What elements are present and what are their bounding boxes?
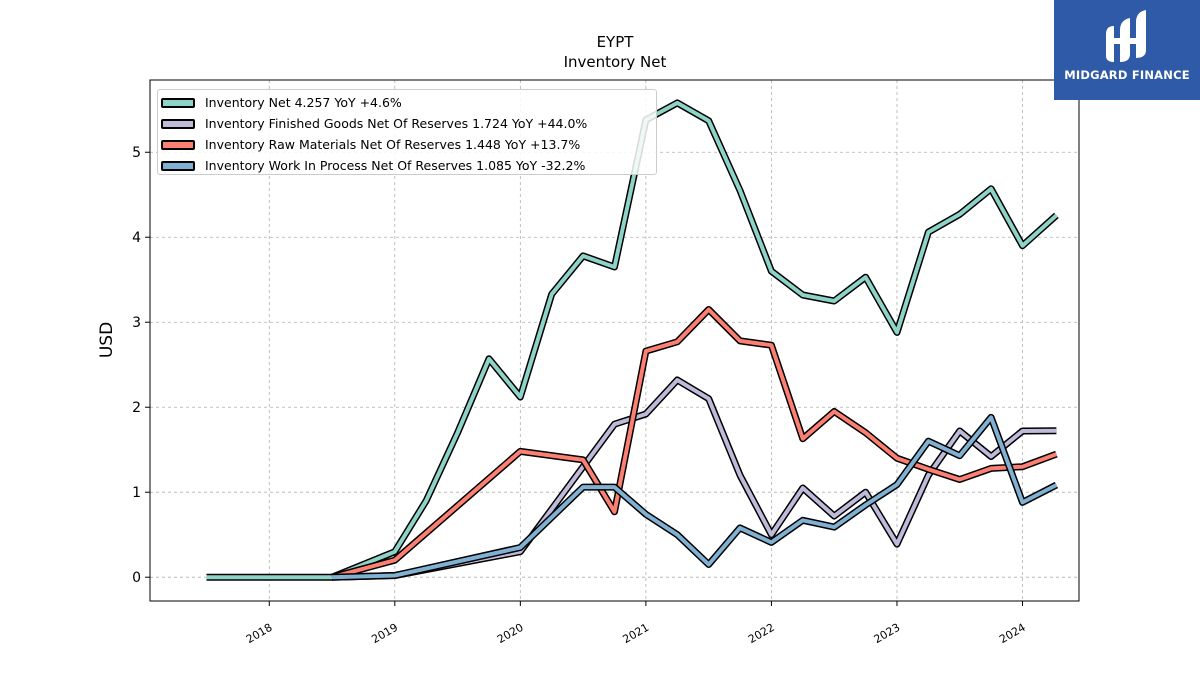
y-tick-label: 2 xyxy=(132,400,141,416)
brand-logo: MIDGARD FINANCE xyxy=(1054,0,1200,100)
y-tick-label: 4 xyxy=(132,230,141,246)
legend-label: Inventory Finished Goods Net Of Reserves… xyxy=(205,116,588,131)
legend-swatch xyxy=(161,97,195,108)
y-tick-label: 1 xyxy=(132,485,141,501)
legend-item-raw-materials: Inventory Raw Materials Net Of Reserves … xyxy=(158,134,656,155)
axis-ticks: 0 1 2 3 4 5 2018 2019 2020 2021 2022 2023 2024 xyxy=(132,145,1028,646)
x-tick-label: 2023 xyxy=(872,621,903,646)
series-line xyxy=(331,378,1057,580)
legend: Inventory Net 4.257 YoY +4.6% Inventory … xyxy=(157,89,657,175)
y-tick-label: 3 xyxy=(132,315,141,331)
legend-item-inventory-net: Inventory Net 4.257 YoY +4.6% xyxy=(158,92,656,113)
chart-title: EYPT xyxy=(597,33,635,51)
series-line xyxy=(206,100,1058,580)
y-tick-label: 5 xyxy=(132,145,141,161)
series-3-group xyxy=(331,413,1058,581)
x-tick-label: 2020 xyxy=(495,621,526,646)
legend-item-finished-goods: Inventory Finished Goods Net Of Reserves… xyxy=(158,113,656,134)
series-line xyxy=(331,415,1058,580)
y-tick-label: 0 xyxy=(132,570,141,586)
legend-swatch xyxy=(161,139,195,150)
series-1-group xyxy=(331,376,1057,581)
series-lines xyxy=(206,99,1059,581)
series-0-group xyxy=(206,99,1059,581)
x-tick-label: 2018 xyxy=(244,621,275,646)
series-2-group xyxy=(331,306,1058,581)
legend-label: Inventory Work In Process Net Of Reserve… xyxy=(205,158,586,173)
legend-item-work-in-process: Inventory Work In Process Net Of Reserve… xyxy=(158,155,656,176)
x-tick-label: 2024 xyxy=(997,621,1028,646)
y-axis-label: USD xyxy=(97,322,117,358)
logo-icon xyxy=(1106,10,1146,62)
logo-text: MIDGARD FINANCE xyxy=(1064,68,1190,82)
x-tick-label: 2021 xyxy=(621,621,652,646)
legend-swatch xyxy=(161,118,195,129)
series-line xyxy=(331,307,1058,580)
legend-label: Inventory Net 4.257 YoY +4.6% xyxy=(205,95,402,110)
x-tick-label: 2022 xyxy=(746,621,777,646)
legend-swatch xyxy=(161,160,195,171)
legend-label: Inventory Raw Materials Net Of Reserves … xyxy=(205,137,581,152)
chart-subtitle: Inventory Net xyxy=(564,53,667,71)
x-tick-label: 2019 xyxy=(369,621,400,646)
plot-frame xyxy=(149,79,1080,602)
